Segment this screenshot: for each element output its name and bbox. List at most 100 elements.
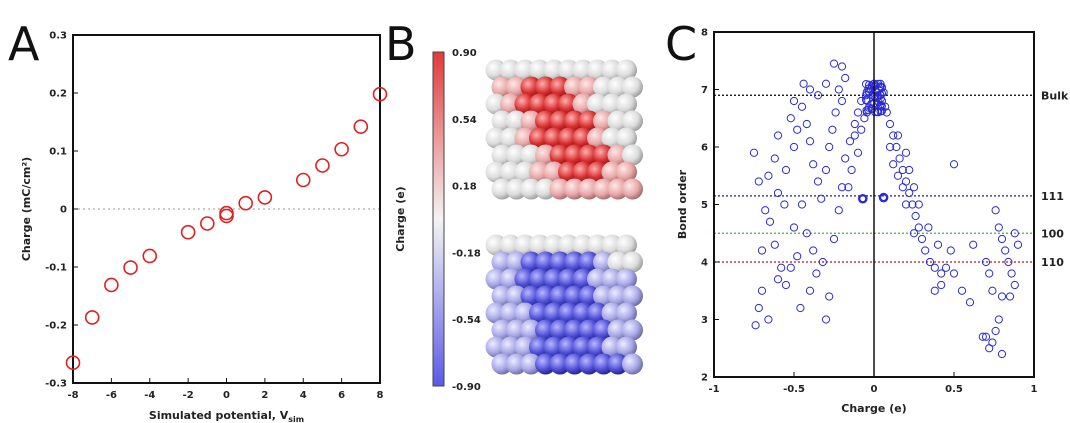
data-point: [123, 260, 138, 275]
data-point: [892, 142, 901, 152]
atom-sphere: [500, 234, 521, 256]
data-point: [781, 280, 791, 290]
data-point: [930, 286, 939, 295]
x-axis-label-subscript: sim: [288, 415, 304, 423]
atom-sphere: [578, 144, 600, 166]
atom-sphere: [587, 161, 608, 183]
atom-sphere: [491, 319, 513, 341]
data-point: [817, 194, 826, 203]
data-point: [861, 80, 871, 89]
nanoparticle-negative-charge: [485, 234, 643, 375]
atom-sphere: [587, 336, 608, 358]
atom-sphere: [529, 93, 550, 115]
data-point: [895, 154, 904, 163]
x-tick-label: 0.5: [945, 384, 963, 395]
data-point: [837, 96, 847, 106]
atom-sphere: [616, 234, 637, 256]
atom-sphere: [564, 353, 585, 375]
atom-sphere: [607, 76, 629, 98]
atom-sphere: [506, 110, 527, 132]
data-point: [796, 303, 805, 313]
data-point: [841, 73, 850, 83]
chart-c: Bulk 111 100 110 -1 -0.5 0 0.5 1 2 3 4 5 6 7 8 Charge …: [676, 28, 1069, 416]
data-point: [864, 105, 873, 115]
atom-sphere: [578, 285, 600, 307]
data-point: [845, 137, 855, 146]
data-point: [898, 165, 907, 175]
atom-sphere: [514, 302, 536, 324]
atom-sphere: [587, 234, 608, 256]
x-tick-label: -6: [106, 390, 117, 401]
chart-a: -8 -6 -4 -2 0 2 4 6 8 -0.3 -0.2 -0.1 0 0.1 0.2 0.3 Simu…: [20, 31, 388, 423]
data-point: [334, 141, 349, 157]
data-point: [789, 223, 799, 232]
atom-sphere: [622, 110, 643, 132]
data-point: [757, 286, 767, 295]
atom-sphere: [543, 268, 565, 290]
data-point: [786, 114, 795, 123]
atom-sphere: [601, 234, 623, 256]
atom-sphere: [491, 178, 513, 200]
data-point: [1001, 246, 1010, 255]
atom-sphere: [572, 234, 594, 256]
atom-sphere: [549, 353, 571, 375]
data-point: [949, 269, 959, 278]
atom-sphere: [543, 93, 565, 115]
atom-sphere: [572, 302, 594, 324]
data-point: [770, 240, 779, 249]
data-point: [988, 286, 997, 295]
data-point: [802, 119, 811, 129]
atom-sphere: [593, 353, 614, 375]
atom-sphere: [514, 234, 536, 256]
data-point: [754, 177, 763, 186]
atom-sphere: [564, 144, 585, 166]
atom-sphere: [520, 353, 542, 375]
data-point: [965, 298, 975, 307]
data-point: [821, 79, 831, 88]
atom-sphere: [506, 76, 527, 98]
data-point: [1007, 269, 1016, 278]
data-point: [853, 108, 863, 117]
data-point: [1010, 280, 1019, 290]
colorbar-label: Charge (e): [394, 186, 407, 251]
atom-sphere: [500, 93, 521, 115]
atom-sphere: [535, 178, 556, 200]
atom-sphere: [587, 302, 608, 324]
data-point: [905, 188, 914, 198]
data-point: [924, 223, 933, 232]
x-tick-label: 0: [871, 384, 878, 395]
data-point: [1004, 257, 1013, 267]
atom-sphere: [485, 59, 507, 81]
atom-sphere: [520, 251, 542, 273]
atom-sphere: [616, 161, 637, 183]
atom-sphere: [607, 251, 629, 273]
data-point: [876, 107, 885, 116]
y-tick-label: 0: [60, 205, 67, 216]
data-point: [834, 206, 843, 215]
data-point: [969, 240, 978, 249]
atom-sphere: [593, 285, 614, 307]
data-point: [901, 148, 911, 157]
data-point: [978, 332, 987, 341]
data-point: [825, 292, 834, 301]
atom-sphere: [485, 268, 507, 290]
data-point: [761, 206, 770, 215]
atom-sphere: [514, 93, 536, 115]
y-tick-label: 3: [701, 315, 708, 326]
atom-sphere: [549, 285, 571, 307]
y-tick-label: -0.3: [45, 379, 67, 390]
data-point: [933, 240, 943, 249]
data-point: [834, 85, 843, 94]
atom-sphere: [593, 251, 614, 273]
atom-sphere: [514, 59, 536, 81]
data-point: [295, 172, 311, 188]
data-point: [1005, 292, 1015, 301]
data-point: [889, 131, 898, 140]
data-point: [757, 246, 767, 255]
atom-sphere: [622, 353, 643, 375]
colorbar-tick-label: -0.54: [452, 315, 481, 326]
atom-sphere: [578, 319, 600, 341]
y-axis-label: Charge (mC/cm²): [20, 157, 33, 261]
data-point: [751, 321, 760, 330]
data-point: [1013, 240, 1023, 249]
